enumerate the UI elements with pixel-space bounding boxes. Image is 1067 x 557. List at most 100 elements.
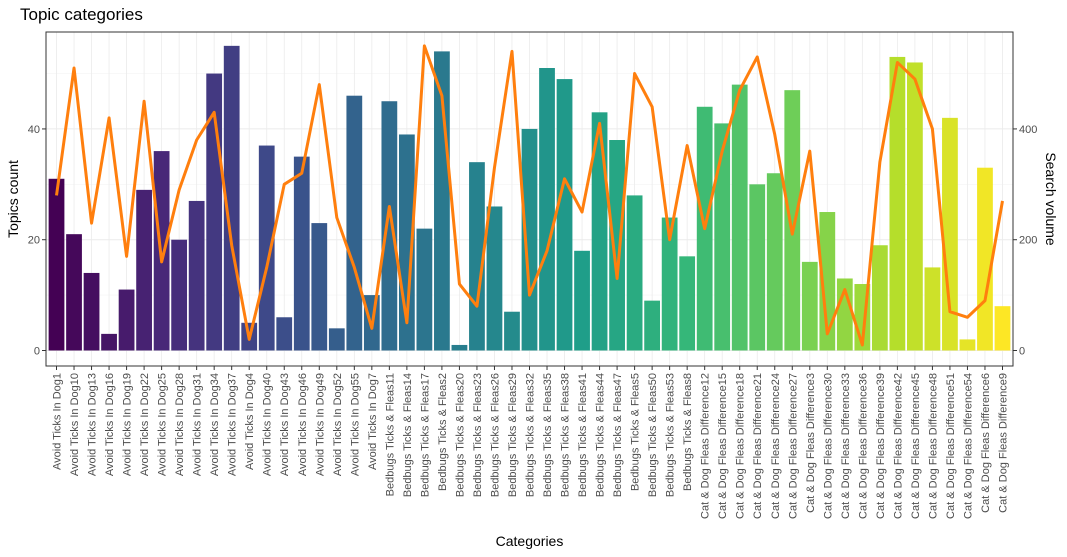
bar <box>486 206 503 351</box>
x-tick-label: Avoid Ticks In Dog10 <box>69 373 81 476</box>
x-tick-label: Bedbugs Ticks & Fleas8 <box>682 373 694 491</box>
x-tick-label: Bedbugs Ticks & Fleas32 <box>525 373 537 497</box>
y-axis-left: 0 20 40 <box>28 124 46 357</box>
bar <box>328 328 345 351</box>
bar <box>819 212 836 351</box>
plot-area <box>45 31 1014 367</box>
x-tick-label: Bedbugs Ticks & Fleas44 <box>595 373 607 497</box>
x-tick-label: Avoid Ticks In Dog28 <box>174 373 186 476</box>
x-tick-label: Cat & Dog Fleas Difference45 <box>910 373 922 519</box>
x-tick-label: Bedbugs Ticks & Fleas50 <box>647 373 659 497</box>
x-tick-label: Avoid Ticks In Dog46 <box>297 373 309 476</box>
x-tick-label: Cat & Dog Fleas Difference54 <box>962 373 974 519</box>
x-tick-label: Cat & Dog Fleas Difference51 <box>945 373 957 519</box>
y2-tick-label: 400 <box>1019 124 1037 136</box>
y2-axis-title: Search volume <box>1043 152 1059 246</box>
bar <box>644 300 661 351</box>
x-tick-label: Cat & Dog Fleas Difference48 <box>927 373 939 519</box>
bar <box>907 62 923 351</box>
chart-title: Topic categories <box>20 5 143 24</box>
x-tick-label: Bedbugs Ticks & Fleas23 <box>472 373 484 497</box>
bar <box>626 195 643 351</box>
y-tick-label: 0 <box>34 345 40 357</box>
bar <box>609 140 625 351</box>
bar <box>766 173 783 351</box>
bar <box>504 311 520 351</box>
y2-tick-label: 0 <box>1019 345 1025 357</box>
bar <box>539 68 555 351</box>
x-tick-label: Cat & Dog Fleas Difference36 <box>857 373 869 519</box>
x-tick-label: Cat & Dog Fleas Difference9 <box>997 373 1009 513</box>
bar <box>451 344 468 351</box>
bar <box>749 184 766 351</box>
x-tick-label: Avoid Ticks In Dog4 <box>244 373 256 470</box>
bar <box>188 200 205 351</box>
x-tick-label: Avoid Ticks In Dog49 <box>314 373 326 476</box>
x-tick-label: Bedbugs Ticks & Fleas41 <box>577 373 589 497</box>
y2-tick-label: 200 <box>1019 235 1037 247</box>
bar <box>591 112 608 351</box>
bar <box>416 228 433 351</box>
x-tick-label: Avoid Ticks In Dog1 <box>52 373 64 470</box>
x-tick-label: Avoid Ticks In Dog13 <box>87 373 99 476</box>
x-tick-label: Cat & Dog Fleas Difference21 <box>752 373 764 519</box>
x-tick-label: Cat & Dog Fleas Difference33 <box>840 373 852 519</box>
bar <box>381 101 398 351</box>
x-tick-label: Avoid Ticks In Dog31 <box>192 373 204 476</box>
x-tick-label: Bedbugs Ticks & Fleas38 <box>560 373 572 497</box>
x-tick-label: Cat & Dog Fleas Difference39 <box>875 373 887 519</box>
bar <box>801 261 818 351</box>
bar <box>574 250 590 351</box>
x-tick-label: Avoid Ticks In Dog22 <box>139 373 151 476</box>
x-tick-label: Cat & Dog Fleas Difference3 <box>805 373 817 513</box>
bar <box>48 178 65 351</box>
y-axis-title: Topics count <box>5 160 21 238</box>
x-tick-label: Avoid Ticks In Dog52 <box>332 373 344 476</box>
x-tick-label: Avoid Ticks In Dog16 <box>104 373 116 476</box>
x-tick-label: Bedbugs Ticks & Fleas26 <box>489 373 501 497</box>
x-tick-label: Cat & Dog Fleas Difference24 <box>770 373 782 519</box>
x-tick-label: Bedbugs Ticks & Fleas11 <box>384 373 396 496</box>
x-tick-label: Avoid Ticks In Dog40 <box>262 373 274 476</box>
x-tick-label: Bedbugs Ticks & Fleas2 <box>437 373 449 491</box>
x-tick-label: Bedbugs Ticks & Fleas35 <box>542 373 554 497</box>
bar <box>521 128 538 351</box>
x-tick-label: Avoid Ticks In Dog55 <box>349 373 361 476</box>
x-tick-label: Avoid Ticks In Dog37 <box>227 373 239 476</box>
x-tick-label: Bedbugs Ticks & Fleas17 <box>419 373 431 497</box>
bar <box>276 317 293 351</box>
bar <box>83 272 100 351</box>
bar <box>118 289 135 351</box>
bar <box>258 145 275 351</box>
y-tick-label: 40 <box>28 124 40 136</box>
x-tick-label: Bedbugs Ticks & Fleas20 <box>454 373 466 497</box>
x-tick-label: Avoid Ticks In Dog34 <box>209 373 221 476</box>
bar <box>731 84 748 351</box>
x-tick-label: Cat & Dog Fleas Difference15 <box>717 373 729 519</box>
bar <box>784 90 801 351</box>
x-tick-label: Avoid Ticks In Dog19 <box>122 373 134 476</box>
x-tick-label: Bedbugs Ticks & Fleas29 <box>507 373 519 497</box>
x-axis: Avoid Ticks In Dog1 Avoid Ticks In Dog10 A… <box>52 366 1009 519</box>
bar <box>714 123 731 351</box>
x-tick-label: Bedbugs Ticks & Fleas14 <box>402 373 414 497</box>
bar <box>871 245 888 351</box>
bar <box>136 189 152 351</box>
x-tick-label: Cat & Dog Fleas Difference27 <box>787 373 799 519</box>
x-tick-label: Cat & Dog Fleas Difference30 <box>822 373 834 519</box>
x-tick-label: Cat & Dog Fleas Difference42 <box>892 373 904 519</box>
x-tick-label: Bedbugs Ticks & Fleas53 <box>665 373 677 497</box>
x-tick-label: Cat & Dog Fleas Difference6 <box>980 373 992 513</box>
search-volume-line <box>55 44 1004 347</box>
bar <box>661 217 678 351</box>
bar <box>66 234 82 351</box>
bar-series <box>48 45 1011 351</box>
x-axis-title: Categories <box>496 533 564 549</box>
bar <box>994 306 1011 351</box>
x-tick-label: Cat & Dog Fleas Difference12 <box>700 373 712 519</box>
bar <box>924 267 941 351</box>
x-tick-label: Avoid Ticks In Dog25 <box>157 373 169 476</box>
bar <box>959 339 976 351</box>
bar <box>977 167 993 351</box>
